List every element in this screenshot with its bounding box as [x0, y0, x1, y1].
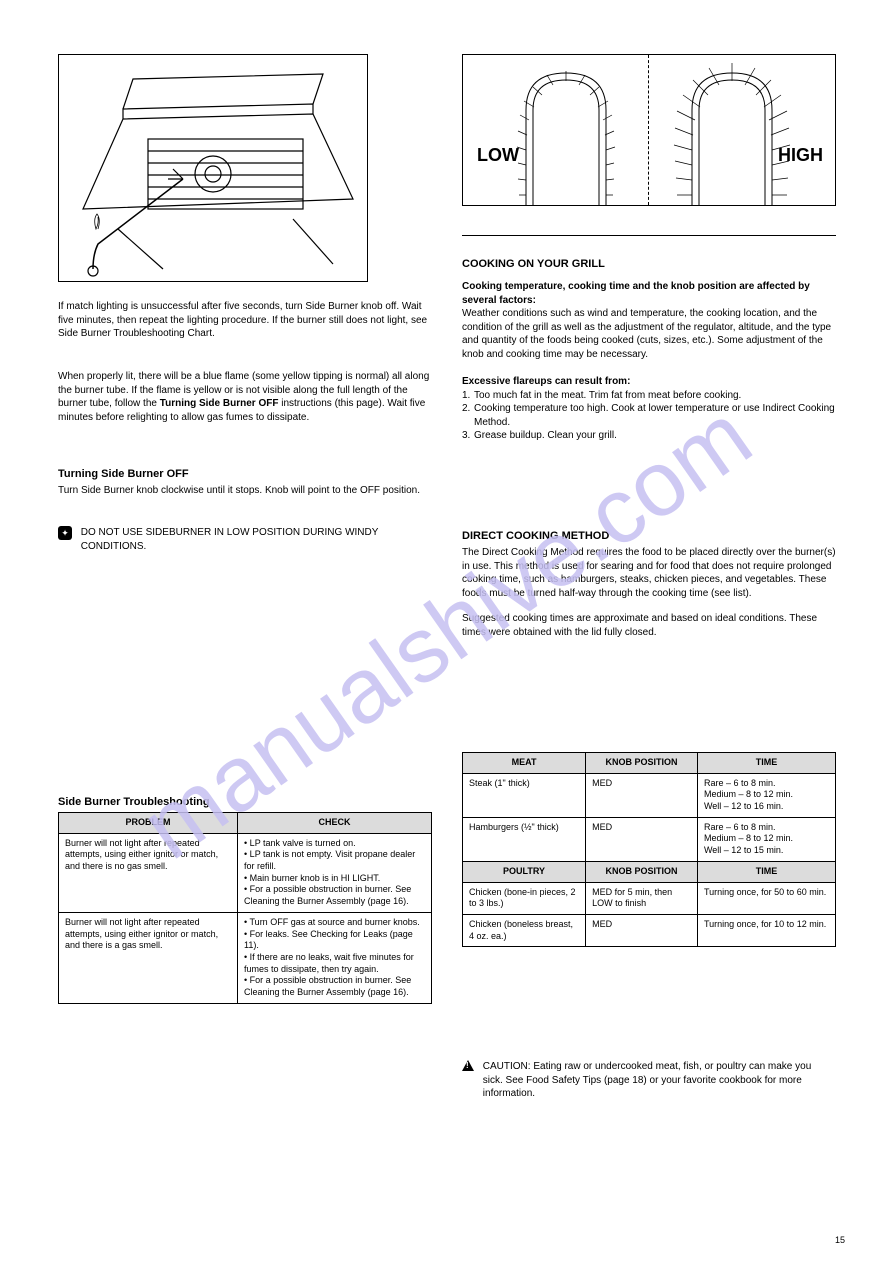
flame-low-label: LOW: [477, 145, 519, 166]
flame-low-half: LOW: [463, 55, 649, 205]
cell-steak-knob: MED: [586, 773, 698, 817]
turnoff-heading: Turning Side Burner OFF: [58, 468, 432, 480]
flame-low-svg: [471, 55, 641, 205]
table-row: Hamburgers (½" thick) MED Rare – 6 to 8 …: [463, 817, 836, 861]
para2-b-bold: Turning Side Burner OFF: [160, 398, 279, 409]
warning-triangle-icon: [462, 1060, 474, 1071]
cooking-factors-bold: Cooking temperature, cooking time and th…: [462, 280, 836, 307]
cell-steak: Steak (1" thick): [463, 773, 586, 817]
table-row: Chicken (boneless breast, 4 oz. ea.) MED…: [463, 914, 836, 946]
table-row: Steak (1" thick) MED Rare – 6 to 8 min. …: [463, 773, 836, 817]
sideburner-troubleshooting-section: Side Burner Troubleshooting PROBLEM CHEC…: [58, 796, 432, 1004]
flame-high-half: HIGH: [649, 55, 835, 205]
cell-chicken-boneless-knob: MED: [586, 914, 698, 946]
direct-cooking-body2: Suggested cooking times are approximate …: [462, 612, 836, 639]
page-number: 15: [835, 1235, 845, 1245]
direct-cooking-body1: The Direct Cooking Method requires the f…: [462, 546, 836, 600]
grill-sketch-svg: [63, 59, 363, 277]
tip-text: DO NOT USE SIDEBURNER IN LOW POSITION DU…: [81, 526, 427, 553]
paragraph-match-fail: If match lighting is unsuccessful after …: [58, 300, 432, 341]
flame-high-svg: [657, 55, 827, 205]
th-poultry: POULTRY: [463, 861, 586, 882]
figure-flame-low-high: LOW HIGH: [462, 54, 836, 206]
meat-poultry-tables: MEAT KNOB POSITION TIME Steak (1" thick)…: [462, 752, 836, 947]
paragraph-flame-check: When properly lit, there will be a blue …: [58, 370, 432, 424]
cell-problem-1: Burner will not light after repeated att…: [59, 833, 238, 912]
list-num-1: 1.: [462, 389, 474, 403]
cooking-factors-body: Weather conditions such as wind and temp…: [462, 307, 836, 361]
tip-wind: ✦ DO NOT USE SIDEBURNER IN LOW POSITION …: [58, 526, 432, 553]
th-knob1: KNOB POSITION: [586, 753, 698, 774]
sideburner-troubleshooting-table: PROBLEM CHECK Burner will not light afte…: [58, 812, 432, 1004]
cell-burger-knob: MED: [586, 817, 698, 861]
flareup-item-3: 3. Grease buildup. Clean your grill.: [462, 429, 836, 443]
cell-chicken-bonein: Chicken (bone-in pieces, 2 to 3 lbs.): [463, 882, 586, 914]
cell-burger: Hamburgers (½" thick): [463, 817, 586, 861]
figure-sideburner-match: [58, 54, 368, 282]
th-knob2: KNOB POSITION: [586, 861, 698, 882]
list-num-3: 3.: [462, 429, 474, 443]
cell-check-1: • LP tank valve is turned on. • LP tank …: [238, 833, 432, 912]
cell-chicken-boneless-time: Turning once, for 10 to 12 min.: [697, 914, 835, 946]
flareup-3-text: Grease buildup. Clean your grill.: [474, 429, 617, 443]
flareup-item-2: 2. Cooking temperature too high. Cook at…: [462, 402, 836, 429]
table-row: Chicken (bone-in pieces, 2 to 3 lbs.) ME…: [463, 882, 836, 914]
turnoff-body: Turn Side Burner knob clockwise until it…: [58, 484, 432, 498]
section-turnoff: Turning Side Burner OFF Turn Side Burner…: [58, 468, 432, 498]
flareups-bold: Excessive flareups can result from:: [462, 375, 836, 389]
caution-note: CAUTION: Eating raw or undercooked meat,…: [462, 1060, 836, 1101]
caution-text: CAUTION: Eating raw or undercooked meat,…: [483, 1060, 829, 1101]
flame-high-label: HIGH: [778, 145, 823, 166]
lightbulb-icon: ✦: [58, 526, 72, 540]
cell-steak-time: Rare – 6 to 8 min. Medium – 8 to 12 min.…: [697, 773, 835, 817]
direct-cooking-heading: DIRECT COOKING METHOD: [462, 530, 836, 542]
flareup-2-text: Cooking temperature too high. Cook at lo…: [474, 402, 836, 429]
flareup-1-text: Too much fat in the meat. Trim fat from …: [474, 389, 741, 403]
sideburner-troubleshooting-heading: Side Burner Troubleshooting: [58, 796, 432, 808]
cooking-heading: COOKING ON YOUR GRILL: [462, 258, 836, 270]
page: manualshive.com If match lighting is uns…: [0, 0, 893, 1263]
th-meat: MEAT: [463, 753, 586, 774]
cell-burger-time: Rare – 6 to 8 min. Medium – 8 to 12 min.…: [697, 817, 835, 861]
th-time1: TIME: [697, 753, 835, 774]
table-row: Burner will not light after repeated att…: [59, 833, 432, 912]
meat-table: MEAT KNOB POSITION TIME Steak (1" thick)…: [462, 752, 836, 947]
th-time2: TIME: [697, 861, 835, 882]
divider-line: [462, 235, 836, 236]
cell-check-2: • Turn OFF gas at source and burner knob…: [238, 912, 432, 1003]
cell-problem-2: Burner will not light after repeated att…: [59, 912, 238, 1003]
cooking-section: COOKING ON YOUR GRILL Cooking temperatur…: [462, 258, 836, 443]
table-row: Burner will not light after repeated att…: [59, 912, 432, 1003]
flareup-item-1: 1. Too much fat in the meat. Trim fat fr…: [462, 389, 836, 403]
th-check: CHECK: [238, 813, 432, 834]
list-num-2: 2.: [462, 402, 474, 429]
th-problem: PROBLEM: [59, 813, 238, 834]
cell-chicken-boneless: Chicken (boneless breast, 4 oz. ea.): [463, 914, 586, 946]
cell-chicken-bonein-knob: MED for 5 min, then LOW to finish: [586, 882, 698, 914]
cell-chicken-bonein-time: Turning once, for 50 to 60 min.: [697, 882, 835, 914]
direct-cooking-section: DIRECT COOKING METHOD The Direct Cooking…: [462, 530, 836, 639]
